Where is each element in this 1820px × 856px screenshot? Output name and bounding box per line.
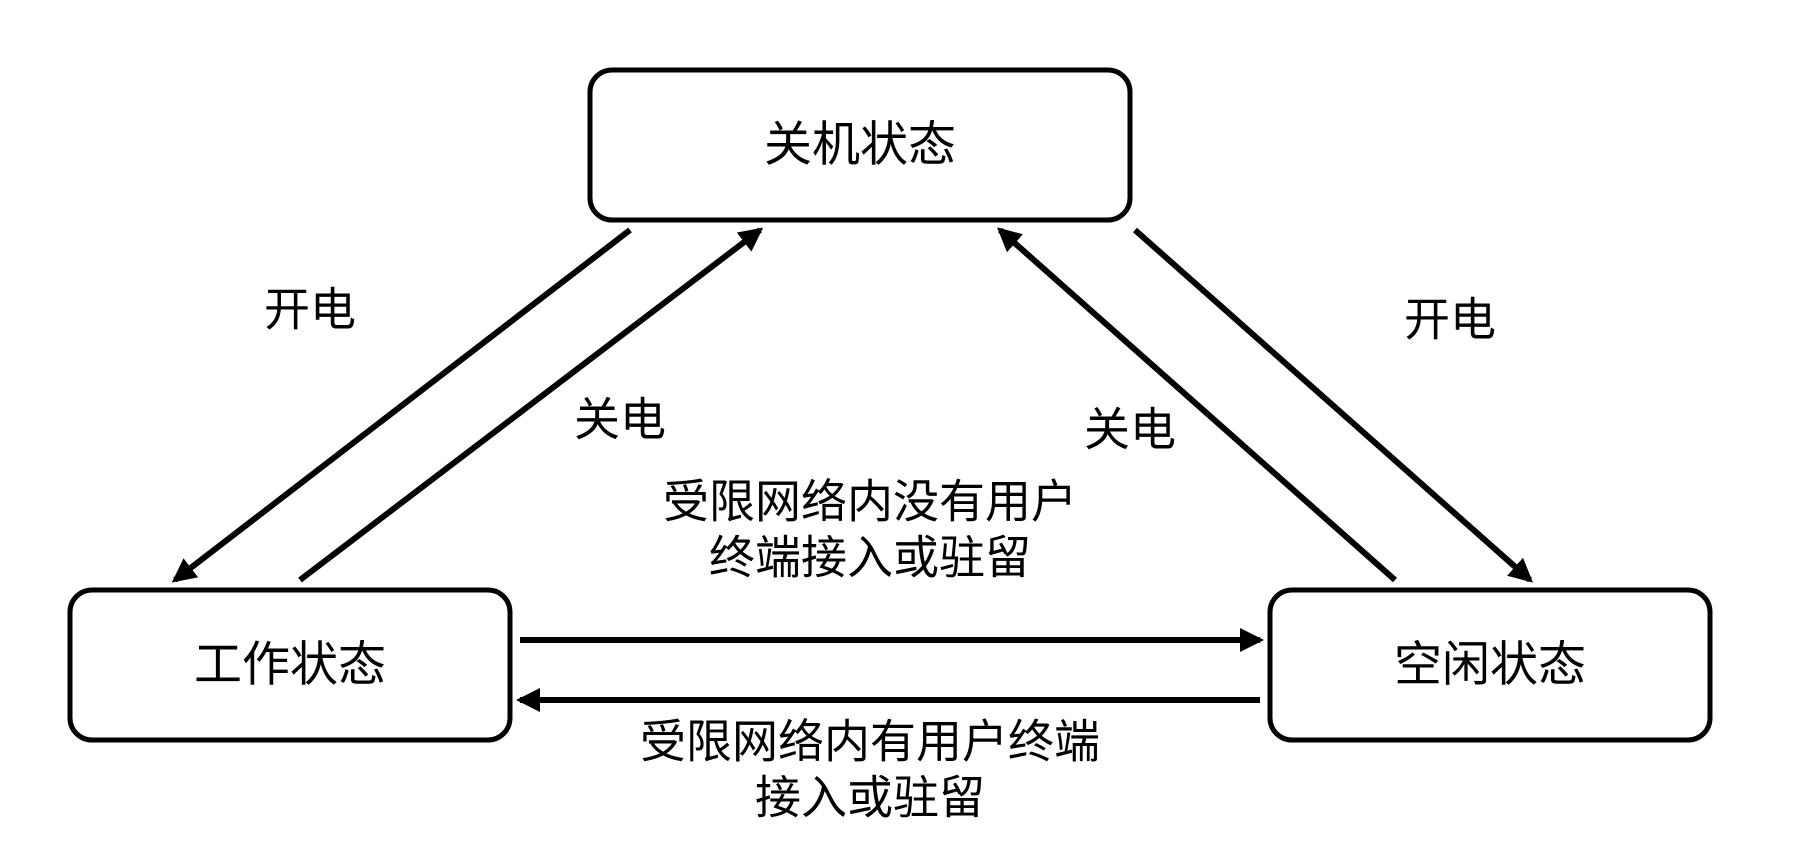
edge-work-to-idle: 受限网络内没有用户终端接入或驻留: [520, 477, 1260, 641]
edge-label-idle-to-off: 关电: [1084, 405, 1176, 456]
edge-work-to-off: 关电: [300, 230, 760, 580]
node-off: 关机状态: [590, 70, 1130, 220]
node-label-idle: 空闲状态: [1394, 639, 1586, 692]
edge-label-work-to-idle-line0: 受限网络内没有用户: [663, 477, 1077, 528]
node-work: 工作状态: [70, 590, 510, 740]
node-idle: 空闲状态: [1270, 590, 1710, 740]
edge-label-idle-to-work-line1: 接入或驻留: [755, 773, 985, 824]
edge-label-off-to-work: 开电: [264, 285, 356, 336]
node-label-off: 关机状态: [764, 119, 956, 172]
edge-idle-to-work: 受限网络内有用户终端接入或驻留: [520, 700, 1260, 824]
edge-label-idle-to-work-line0: 受限网络内有用户终端: [640, 717, 1100, 768]
edge-label-work-to-idle-line1: 终端接入或驻留: [709, 533, 1031, 584]
node-label-work: 工作状态: [194, 639, 386, 692]
edge-off-to-work: 开电: [175, 230, 630, 580]
edge-label-work-to-off: 关电: [574, 395, 666, 446]
edge-label-off-to-idle: 开电: [1404, 295, 1496, 346]
